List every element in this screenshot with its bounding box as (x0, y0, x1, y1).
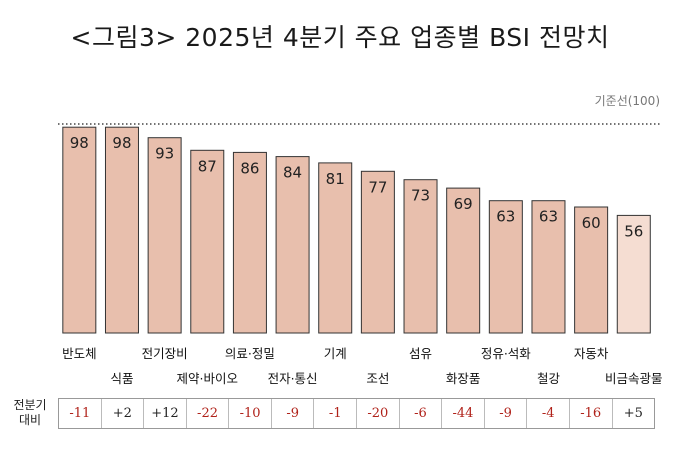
change-cell: +2 (102, 399, 145, 428)
category-label: 반도체 (62, 346, 97, 361)
bar-value-label: 63 (496, 208, 515, 226)
category-label: 제약·바이오 (177, 371, 238, 386)
bar (403, 179, 438, 334)
change-cell: -6 (400, 399, 443, 428)
change-cell: +12 (144, 399, 187, 428)
category-label: 철강 (537, 371, 561, 386)
bar (147, 137, 182, 334)
bar-value-label: 73 (411, 187, 430, 205)
bar (275, 156, 310, 334)
bar (574, 206, 609, 334)
bar (62, 126, 97, 334)
category-label: 조선 (366, 371, 389, 386)
bar (616, 214, 651, 334)
bar-value-label: 63 (539, 208, 558, 226)
change-cell: -10 (229, 399, 272, 428)
bar (318, 162, 353, 334)
baseline-label: 기준선(100) (594, 94, 660, 108)
category-label: 전기장비 (142, 346, 188, 361)
category-label: 섬유 (409, 346, 432, 361)
change-cell: -22 (187, 399, 230, 428)
change-row-label-line1: 전분기 (13, 398, 47, 412)
category-label: 전자·통신 (268, 371, 318, 386)
change-cell: -4 (527, 399, 570, 428)
bar (360, 170, 395, 334)
bar-value-label: 56 (624, 222, 643, 240)
change-cell: -9 (485, 399, 528, 428)
change-cell: -9 (272, 399, 315, 428)
bar-value-label: 98 (70, 134, 89, 152)
bar (190, 149, 225, 334)
bar (232, 151, 267, 334)
category-label: 자동차 (574, 346, 609, 361)
bar-value-label: 77 (368, 178, 387, 196)
category-label: 식품 (110, 371, 133, 386)
change-cell: -11 (59, 399, 102, 428)
change-cell: -1 (314, 399, 358, 428)
chart-title: <그림3> 2025년 4분기 주요 업종별 BSI 전망치 (70, 23, 610, 52)
change-cell: -44 (442, 399, 485, 428)
category-label: 정유·석화 (481, 346, 531, 361)
bar (488, 200, 523, 334)
bar (446, 187, 481, 334)
category-label: 비금속광물 (605, 371, 663, 386)
bar-value-label: 60 (582, 214, 601, 232)
bar-chart: 98 반도체 98 식품 93 전기장비 87 제약·바이오 86 의료·정밀 84 전자·통신 81 기… (58, 123, 663, 386)
change-cell: -16 (570, 399, 613, 428)
bar (104, 126, 139, 334)
category-label: 의료·정밀 (225, 346, 275, 361)
change-cell: -20 (357, 399, 400, 428)
change-row-label: 전분기 대비 (12, 398, 48, 428)
bar-value-label: 87 (198, 157, 217, 175)
bar-value-label: 86 (240, 159, 259, 177)
change-table-row: -11 +2 +12 -22 -10 -9 -1 -20 -6 -44 -9 -4 -16 +5 (58, 398, 655, 429)
change-row-label-line2: 대비 (18, 413, 42, 427)
bar (531, 200, 566, 334)
bar-value-label: 81 (326, 170, 345, 188)
bar-value-label: 84 (283, 164, 302, 182)
bar-value-label: 93 (155, 145, 174, 163)
change-cell: +5 (623, 406, 643, 421)
bar-value-label: 98 (112, 134, 131, 152)
category-label: 기계 (324, 346, 347, 361)
category-label: 화장품 (446, 371, 481, 386)
bar-value-label: 69 (454, 195, 473, 213)
